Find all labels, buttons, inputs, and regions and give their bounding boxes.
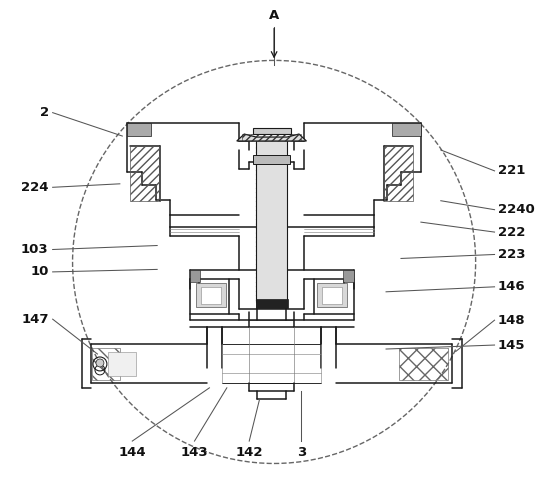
Text: 221: 221	[498, 164, 526, 177]
Circle shape	[96, 359, 104, 367]
Text: 144: 144	[119, 446, 146, 459]
Text: 3: 3	[297, 446, 306, 459]
Text: 224: 224	[21, 181, 48, 194]
Bar	[256, 140, 287, 302]
Text: A: A	[269, 8, 279, 21]
Text: 143: 143	[181, 446, 208, 459]
Bar	[242, 134, 301, 141]
Text: 2240: 2240	[498, 203, 535, 216]
Bar	[343, 270, 354, 282]
Bar	[323, 287, 342, 304]
Text: 222: 222	[498, 226, 526, 239]
Bar	[253, 128, 290, 134]
Text: 2: 2	[40, 106, 48, 119]
Bar	[196, 283, 226, 307]
Bar	[399, 347, 448, 380]
Bar	[384, 146, 413, 201]
Bar	[201, 287, 221, 304]
Text: 148: 148	[498, 314, 526, 327]
Text: 145: 145	[498, 338, 526, 351]
Bar	[256, 299, 288, 308]
Bar	[127, 123, 151, 136]
Bar	[92, 347, 120, 380]
Polygon shape	[237, 134, 306, 141]
Text: 146: 146	[498, 280, 526, 293]
Bar	[253, 155, 290, 164]
Text: 223: 223	[498, 248, 526, 261]
Text: 10: 10	[30, 265, 48, 278]
Bar	[108, 351, 136, 376]
Text: 147: 147	[21, 313, 48, 326]
Text: 142: 142	[236, 446, 263, 459]
Text: 103: 103	[21, 243, 48, 256]
Bar	[189, 270, 200, 282]
Bar	[317, 283, 347, 307]
Bar	[392, 123, 421, 136]
Bar	[130, 146, 159, 201]
